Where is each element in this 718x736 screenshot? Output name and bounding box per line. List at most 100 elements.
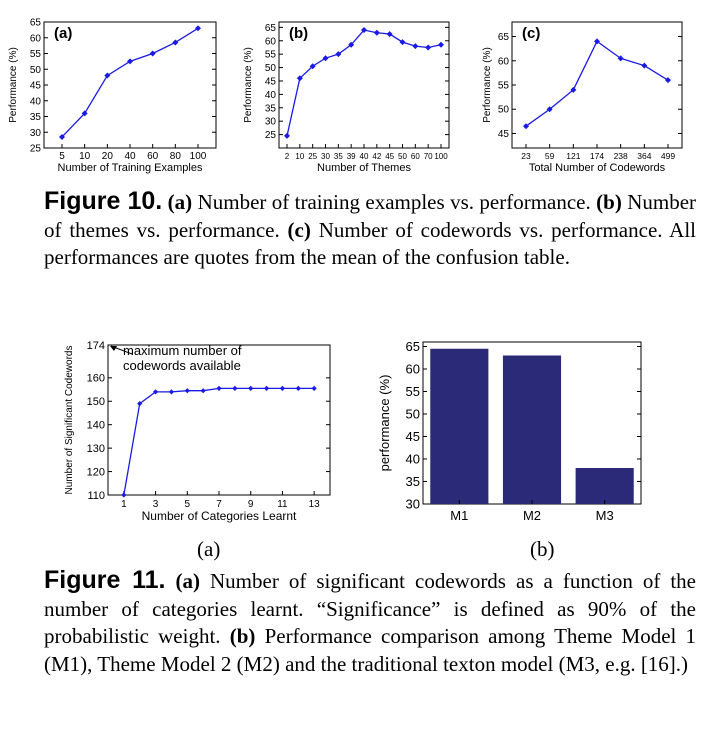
fig11a-ytick-label: 120 (87, 466, 105, 478)
fig10-text-b: Number of themes vs. performance. (44, 190, 697, 242)
fig10b-data-point (361, 27, 367, 34)
fig10c-xtick-label: 121 (566, 151, 580, 161)
fig10a-data-point (127, 58, 133, 65)
fig11a-data-point (216, 385, 222, 391)
fig10a-ytick-label: 25 (30, 144, 42, 155)
fig10b-data-point (296, 75, 303, 82)
chart-fig11b: 30 35 40 45 50 55 60 65 M1 M2 M3 performance (%) (377, 339, 642, 523)
fig10c-ytick-label: 50 (498, 105, 510, 116)
fig10b-ytick-label: 35 (265, 103, 277, 114)
fig10b-data-point (309, 63, 316, 70)
fig10b-ytick-label: 40 (265, 90, 277, 101)
fig10c-panel-label: (c) (522, 25, 540, 42)
fig11a-data-point (152, 389, 159, 395)
fig11b-ytick-label: 55 (406, 384, 420, 399)
fig11b-bar (430, 348, 489, 504)
fig10c-ytick-label: 45 (498, 129, 510, 140)
fig10c-ytick-label: 55 (498, 81, 510, 92)
fig11b-xtick-label: M3 (596, 508, 614, 523)
fig10a-ylabel: Performance (%) (8, 47, 19, 123)
fig11a-annotation-line1: maximum number of (123, 343, 242, 358)
fig10c-data-point (570, 86, 577, 93)
fig10c-data-point (665, 77, 671, 84)
fig10b-ytick-label: 65 (265, 23, 277, 34)
fig10b-panel-label: (b) (289, 25, 308, 42)
fig11b-ytick-label: 65 (406, 339, 420, 354)
fig10a-data-point (149, 50, 156, 57)
fig10b-xtick-label: 30 (321, 152, 330, 161)
fig10a-data-point (172, 39, 179, 46)
figure-11-label: Figure 11. (44, 566, 166, 594)
fig10a-ytick-label: 55 (30, 49, 42, 60)
fig10a-xtick-label: 60 (147, 151, 159, 162)
fig10a-xtick-label: 80 (170, 151, 182, 162)
fig11b-ytick-label: 30 (406, 497, 420, 512)
fig11a-ylabel: Number of Significant Codewords (64, 346, 75, 495)
fig10a-series-line (61, 27, 199, 138)
fig10c-xtick-label: 364 (637, 151, 651, 161)
fig10a-ytick-label: 45 (30, 81, 42, 92)
fig11b-ytick-label: 60 (406, 362, 420, 377)
fig10b-xlabel: Number of Themes (317, 162, 411, 174)
figure-10-label: Figure 10. (44, 187, 163, 215)
fig10c-ylabel: Performance (%) (482, 47, 493, 123)
fig11a-xtick-label: 5 (185, 499, 191, 510)
fig10b-xtick-label: 100 (434, 152, 448, 161)
fig10c-ytick-label: 60 (498, 56, 510, 67)
fig10c-xtick-label: 238 (614, 151, 628, 161)
fig10c-series-line (525, 40, 669, 127)
fig11a-data-point (263, 385, 270, 391)
fig11a-data-point (295, 385, 301, 391)
fig10b-data-point (425, 44, 432, 51)
fig10-text-c: Number of codewords vs. performance. All… (44, 217, 697, 270)
fig10a-ytick-label: 35 (30, 112, 42, 123)
fig10b-data-point (399, 39, 406, 46)
fig10b-xtick-label: 60 (411, 152, 420, 161)
fig11-text-b: Performance comparison among Theme Model… (44, 624, 697, 676)
fig10-tag-c: (c) (287, 217, 311, 242)
fig11a-ytick-label: 140 (87, 420, 105, 432)
fig10a-data-point (195, 25, 201, 32)
fig10b-data-point (335, 51, 342, 58)
fig10a-panel-label: (a) (54, 25, 72, 42)
fig11a-data-point (232, 385, 238, 391)
fig11a-data-point (279, 385, 286, 391)
fig11b-bar (575, 468, 634, 504)
fig11a-data-point (121, 492, 127, 498)
fig10a-data-point (81, 110, 88, 117)
fig10-text-a: Number of training examples vs. performa… (197, 190, 591, 214)
fig10b-data-point (438, 41, 444, 48)
fig10b-data-point (412, 43, 419, 50)
fig10c-xtick-label: 59 (545, 151, 555, 161)
fig10a-ytick-label: 60 (30, 33, 42, 44)
fig11a-annotation-line2: codewords available (123, 358, 241, 373)
fig10a-ytick-label: 65 (30, 18, 42, 29)
fig11b-ytick-label: 35 (406, 474, 420, 489)
fig10a-ytick-label: 50 (30, 65, 42, 76)
fig10c-xtick-label: 174 (590, 151, 604, 161)
fig10b-data-point (386, 31, 393, 38)
fig10b-xtick-label: 25 (308, 152, 317, 161)
fig10c-data-point (594, 38, 600, 45)
fig10b-ytick-label: 50 (265, 63, 277, 74)
fig11a-annotation-arrowhead (110, 346, 117, 351)
fig10c-ytick-label: 65 (498, 32, 510, 43)
fig11a-data-point (248, 385, 254, 391)
fig10b-ytick-label: 30 (265, 117, 277, 128)
fig11a-data-point (311, 385, 317, 391)
fig11a-xtick-label: 7 (216, 499, 222, 510)
fig11-tag-b: (b) (229, 624, 256, 648)
fig10c-data-point (523, 123, 529, 130)
fig11a-xtick-label: 9 (248, 499, 254, 510)
fig10a-data-point (59, 133, 65, 140)
fig10b-xtick-label: 10 (295, 152, 304, 161)
fig10b-ytick-label: 60 (265, 36, 277, 47)
fig10b-xtick-label: 45 (385, 152, 394, 161)
fig11b-xtick-label: M1 (450, 508, 468, 523)
fig10b-xtick-label: 35 (334, 152, 343, 161)
fig10b-data-point (373, 29, 380, 36)
fig10-tag-a: (a) (167, 190, 193, 214)
